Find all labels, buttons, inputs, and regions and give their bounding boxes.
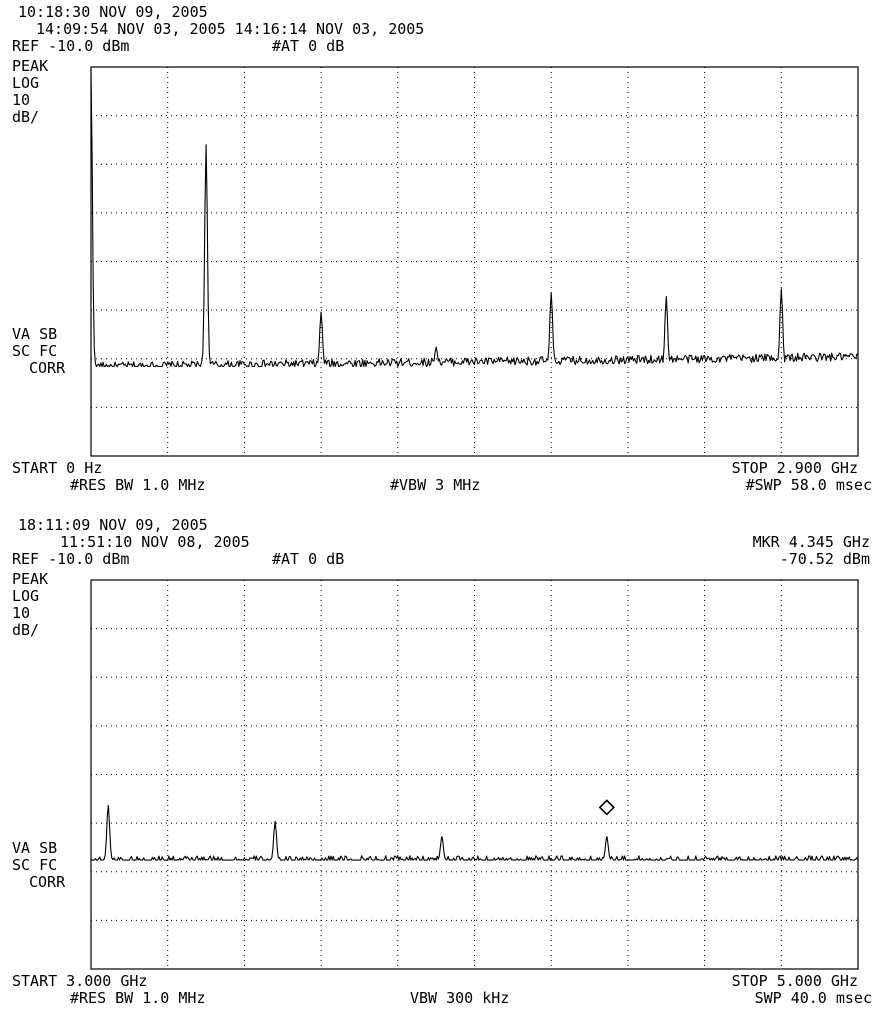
spectrum-trace	[90, 74, 859, 368]
scale-value-label: 10	[12, 91, 30, 109]
spectrum-panel-1: 10:18:30 NOV 09, 2005 14:09:54 NOV 03, 2…	[12, 3, 872, 494]
sweep-time: #SWP 58.0 msec	[746, 476, 872, 494]
scale-type-label: LOG	[12, 74, 39, 92]
plot-frame	[90, 66, 859, 457]
attenuation: #AT 0 dB	[272, 550, 344, 568]
spectrum-panel-2: 18:11:09 NOV 09, 2005 11:51:10 NOV 08, 2…	[12, 516, 872, 1007]
marker-level: -70.52 dBm	[780, 550, 870, 568]
attenuation: #AT 0 dB	[272, 37, 344, 55]
reference-level: REF -10.0 dBm	[12, 37, 129, 55]
video-bandwidth: VBW 300 kHz	[410, 989, 509, 1007]
capture-timestamp: 18:11:09 NOV 09, 2005	[18, 516, 208, 534]
stop-frequency: STOP 5.000 GHz	[732, 972, 858, 990]
status-corr: CORR	[29, 359, 66, 377]
reference-level: REF -10.0 dBm	[12, 550, 129, 568]
sweep-time: SWP 40.0 msec	[755, 989, 872, 1007]
trace-timestamps: 14:09:54 NOV 03, 2005 14:16:14 NOV 03, 2…	[36, 20, 424, 38]
detector-label: PEAK	[12, 57, 48, 75]
status-va-sb: VA SB	[12, 839, 57, 857]
graticule	[91, 67, 858, 456]
start-frequency: START 3.000 GHz	[12, 972, 147, 990]
graticule	[91, 580, 858, 969]
status-sc-fc: SC FC	[12, 856, 57, 874]
status-va-sb: VA SB	[12, 325, 57, 343]
plot-frame	[90, 579, 859, 970]
scale-unit-label: dB/	[12, 621, 39, 639]
start-frequency: START 0 Hz	[12, 459, 102, 477]
trace-timestamps: 11:51:10 NOV 08, 2005	[60, 533, 250, 551]
status-sc-fc: SC FC	[12, 342, 57, 360]
scale-unit-label: dB/	[12, 108, 39, 126]
marker-frequency: MKR 4.345 GHz	[753, 533, 870, 551]
video-bandwidth: #VBW 3 MHz	[390, 476, 480, 494]
resolution-bandwidth: #RES BW 1.0 MHz	[70, 989, 205, 1007]
resolution-bandwidth: #RES BW 1.0 MHz	[70, 476, 205, 494]
status-corr: CORR	[29, 873, 66, 891]
spectrum-trace	[90, 805, 859, 861]
scale-type-label: LOG	[12, 587, 39, 605]
detector-label: PEAK	[12, 570, 48, 588]
scale-value-label: 10	[12, 604, 30, 622]
stop-frequency: STOP 2.900 GHz	[732, 459, 858, 477]
marker-diamond[interactable]	[598, 799, 615, 816]
capture-timestamp: 10:18:30 NOV 09, 2005	[18, 3, 208, 21]
